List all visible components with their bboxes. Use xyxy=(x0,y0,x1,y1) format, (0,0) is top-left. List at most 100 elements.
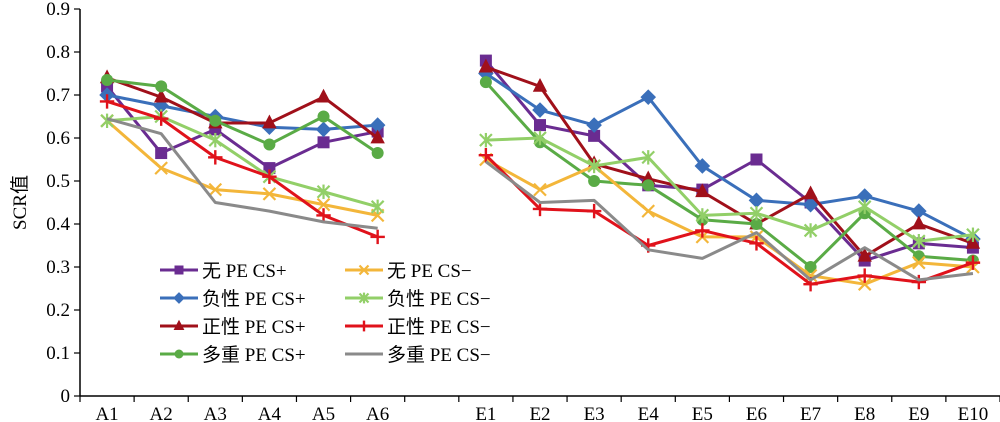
data-point xyxy=(750,153,763,166)
data-point xyxy=(911,203,927,219)
data-point xyxy=(695,223,710,238)
data-point xyxy=(587,158,601,174)
data-point xyxy=(803,223,818,238)
data-point xyxy=(748,192,765,209)
data-point xyxy=(749,206,764,221)
data-point xyxy=(642,179,655,192)
x-tick-label: E8 xyxy=(854,404,875,422)
x-tick-label: E9 xyxy=(908,404,929,422)
data-point xyxy=(586,203,602,219)
data-point xyxy=(532,102,548,118)
data-point xyxy=(750,218,763,230)
data-point xyxy=(316,88,331,103)
series-7 xyxy=(99,94,981,292)
data-point xyxy=(153,88,169,103)
data-point xyxy=(209,123,222,136)
data-point xyxy=(263,162,276,175)
legend-item: 负性 PE CS− xyxy=(345,288,491,310)
legend-marker-icon xyxy=(358,292,370,304)
series-line xyxy=(105,85,378,170)
data-point xyxy=(857,277,872,291)
y-tick-label: 0.7 xyxy=(46,85,70,106)
data-point xyxy=(533,130,547,146)
series-line xyxy=(484,59,974,263)
y-tick-label: 0.6 xyxy=(46,128,70,149)
series-line xyxy=(106,117,378,230)
x-tick-label: A3 xyxy=(204,404,227,422)
series-line xyxy=(484,160,974,282)
data-point xyxy=(478,58,494,73)
y-tick-label: 0.1 xyxy=(46,343,70,364)
series-line xyxy=(485,136,974,243)
data-point xyxy=(101,73,114,86)
data-point xyxy=(208,132,223,148)
data-point xyxy=(857,268,872,283)
series-line xyxy=(484,81,974,269)
series-6 xyxy=(100,109,980,249)
data-point xyxy=(370,229,385,245)
legend-label: 负性 PE CS+ xyxy=(202,288,306,310)
y-axis-title: SCR值 xyxy=(9,175,31,230)
data-point xyxy=(856,188,873,204)
legend-label: 多重 PE CS− xyxy=(387,344,491,366)
series-line xyxy=(485,72,974,241)
data-point xyxy=(371,147,384,160)
legend-label: 无 PE CS+ xyxy=(202,261,287,282)
data-point xyxy=(641,150,656,165)
data-point xyxy=(263,138,276,151)
data-point xyxy=(532,201,548,217)
series-4 xyxy=(101,73,979,273)
data-point xyxy=(911,274,927,290)
y-tick-label: 0 xyxy=(61,386,71,407)
y-tick-label: 0.4 xyxy=(46,214,70,235)
data-point xyxy=(316,208,331,223)
series-line xyxy=(485,65,974,258)
data-point xyxy=(965,255,981,270)
data-point xyxy=(208,150,223,165)
legend-marker-icon xyxy=(358,264,370,276)
legend-marker-icon xyxy=(358,320,370,332)
data-point xyxy=(369,117,386,133)
data-point xyxy=(694,158,711,174)
data-point xyxy=(100,113,114,128)
x-tick-label: E4 xyxy=(638,404,660,422)
data-point xyxy=(802,196,819,213)
legend-marker-icon xyxy=(174,349,184,359)
data-point xyxy=(695,183,710,198)
data-point xyxy=(370,199,385,214)
data-point xyxy=(588,175,601,187)
legend-label: 正性 PE CS− xyxy=(387,316,491,338)
data-point xyxy=(804,261,817,273)
legend-label: 正性 PE CS+ xyxy=(202,316,306,338)
data-point xyxy=(749,236,764,251)
data-point xyxy=(316,197,331,212)
legend-label: 无 PE CS− xyxy=(387,261,472,282)
data-point xyxy=(479,76,492,89)
legend-label: 多重 PE CS+ xyxy=(202,344,306,366)
series-line xyxy=(106,119,378,217)
data-point xyxy=(695,208,710,223)
y-tick-label: 0.5 xyxy=(46,171,70,192)
data-point xyxy=(857,199,872,214)
x-tick-label: A1 xyxy=(95,404,118,422)
data-point xyxy=(586,117,602,133)
y-tick-label: 0.3 xyxy=(46,257,70,278)
legend-item: 无 PE CS− xyxy=(345,261,472,282)
x-tick-label: E5 xyxy=(692,404,713,422)
data-point xyxy=(479,132,493,148)
legend-marker-icon xyxy=(173,319,185,331)
data-point xyxy=(317,110,330,123)
data-point xyxy=(154,161,168,175)
data-point xyxy=(315,121,332,138)
legend-item: 多重 PE CS+ xyxy=(160,344,306,366)
legend-label: 负性 PE CS− xyxy=(387,288,491,310)
x-tick-label: E6 xyxy=(746,404,767,422)
data-point xyxy=(317,136,330,149)
data-point xyxy=(966,227,980,242)
series-layer xyxy=(99,54,981,292)
data-point xyxy=(588,129,601,142)
axes: 0 0.1 0.2 0.3 0.4 0.5 0.6 0.7 0.8 0.9 A1 A2 A3 A4 A5 A6… xyxy=(46,0,1000,422)
legend-item: 负性 PE CS+ xyxy=(160,288,306,310)
data-point xyxy=(153,111,169,126)
data-point xyxy=(209,114,222,127)
